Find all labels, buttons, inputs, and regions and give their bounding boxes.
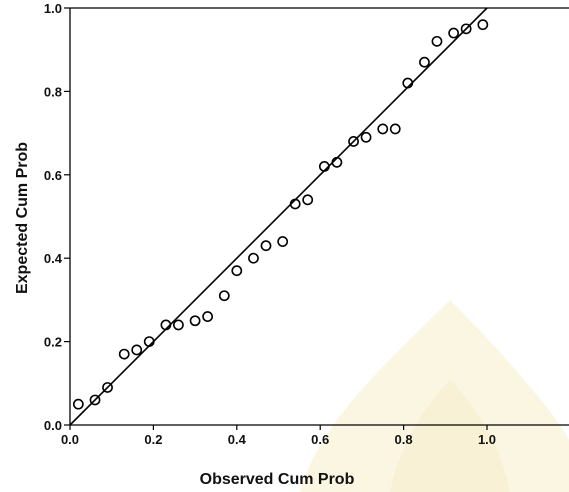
watermark-logo xyxy=(300,300,569,492)
data-point xyxy=(302,194,314,206)
data-point xyxy=(173,319,184,331)
data-point xyxy=(289,198,301,210)
x-axis-label: Observed Cum Prob xyxy=(200,471,355,488)
y-tick-label: 1.0 xyxy=(44,1,62,16)
data-point xyxy=(160,319,172,331)
data-point xyxy=(102,382,113,393)
y-tick-label: 0.4 xyxy=(44,251,63,266)
y-tick-label: 0.8 xyxy=(44,84,62,99)
data-point xyxy=(143,336,155,347)
data-point xyxy=(377,123,389,135)
y-tick-label: 0.2 xyxy=(44,335,62,350)
y-axis-label: Expected Cum Prob xyxy=(14,142,31,294)
data-point xyxy=(348,136,359,147)
data-point xyxy=(248,252,259,264)
data-point xyxy=(477,19,489,31)
data-point xyxy=(189,315,201,327)
data-point xyxy=(448,27,460,39)
data-point xyxy=(318,161,330,172)
data-point xyxy=(72,398,84,410)
y-tick-label: 0.0 xyxy=(44,418,62,433)
data-point xyxy=(218,290,230,302)
reference-line xyxy=(69,7,488,426)
data-point xyxy=(277,236,289,247)
data-points-layer xyxy=(72,19,489,410)
x-tick-label: 1.0 xyxy=(478,432,496,447)
x-tick-label: 0.6 xyxy=(311,432,329,447)
data-point xyxy=(331,156,343,168)
data-point xyxy=(231,265,243,277)
data-point xyxy=(89,394,101,406)
y-axis-ticks: 0.0 0.2 0.4 0.6 0.8 1.0 xyxy=(44,1,70,433)
data-point xyxy=(202,311,214,322)
x-tick-label: 0.8 xyxy=(395,432,413,447)
data-point xyxy=(460,23,472,35)
x-axis-ticks: 0.0 0.2 0.4 0.6 0.8 1.0 xyxy=(61,425,496,447)
data-point xyxy=(360,131,372,143)
data-point xyxy=(118,348,130,360)
data-point xyxy=(260,240,272,252)
data-point xyxy=(389,123,401,135)
x-tick-label: 0.0 xyxy=(61,432,79,447)
data-point xyxy=(131,344,143,356)
data-point xyxy=(402,77,414,89)
reference-line-layer xyxy=(69,7,488,426)
data-point xyxy=(419,56,430,68)
y-tick-label: 0.6 xyxy=(44,168,62,183)
x-tick-label: 0.4 xyxy=(228,432,247,447)
data-point xyxy=(431,35,443,47)
x-tick-label: 0.2 xyxy=(144,432,162,447)
